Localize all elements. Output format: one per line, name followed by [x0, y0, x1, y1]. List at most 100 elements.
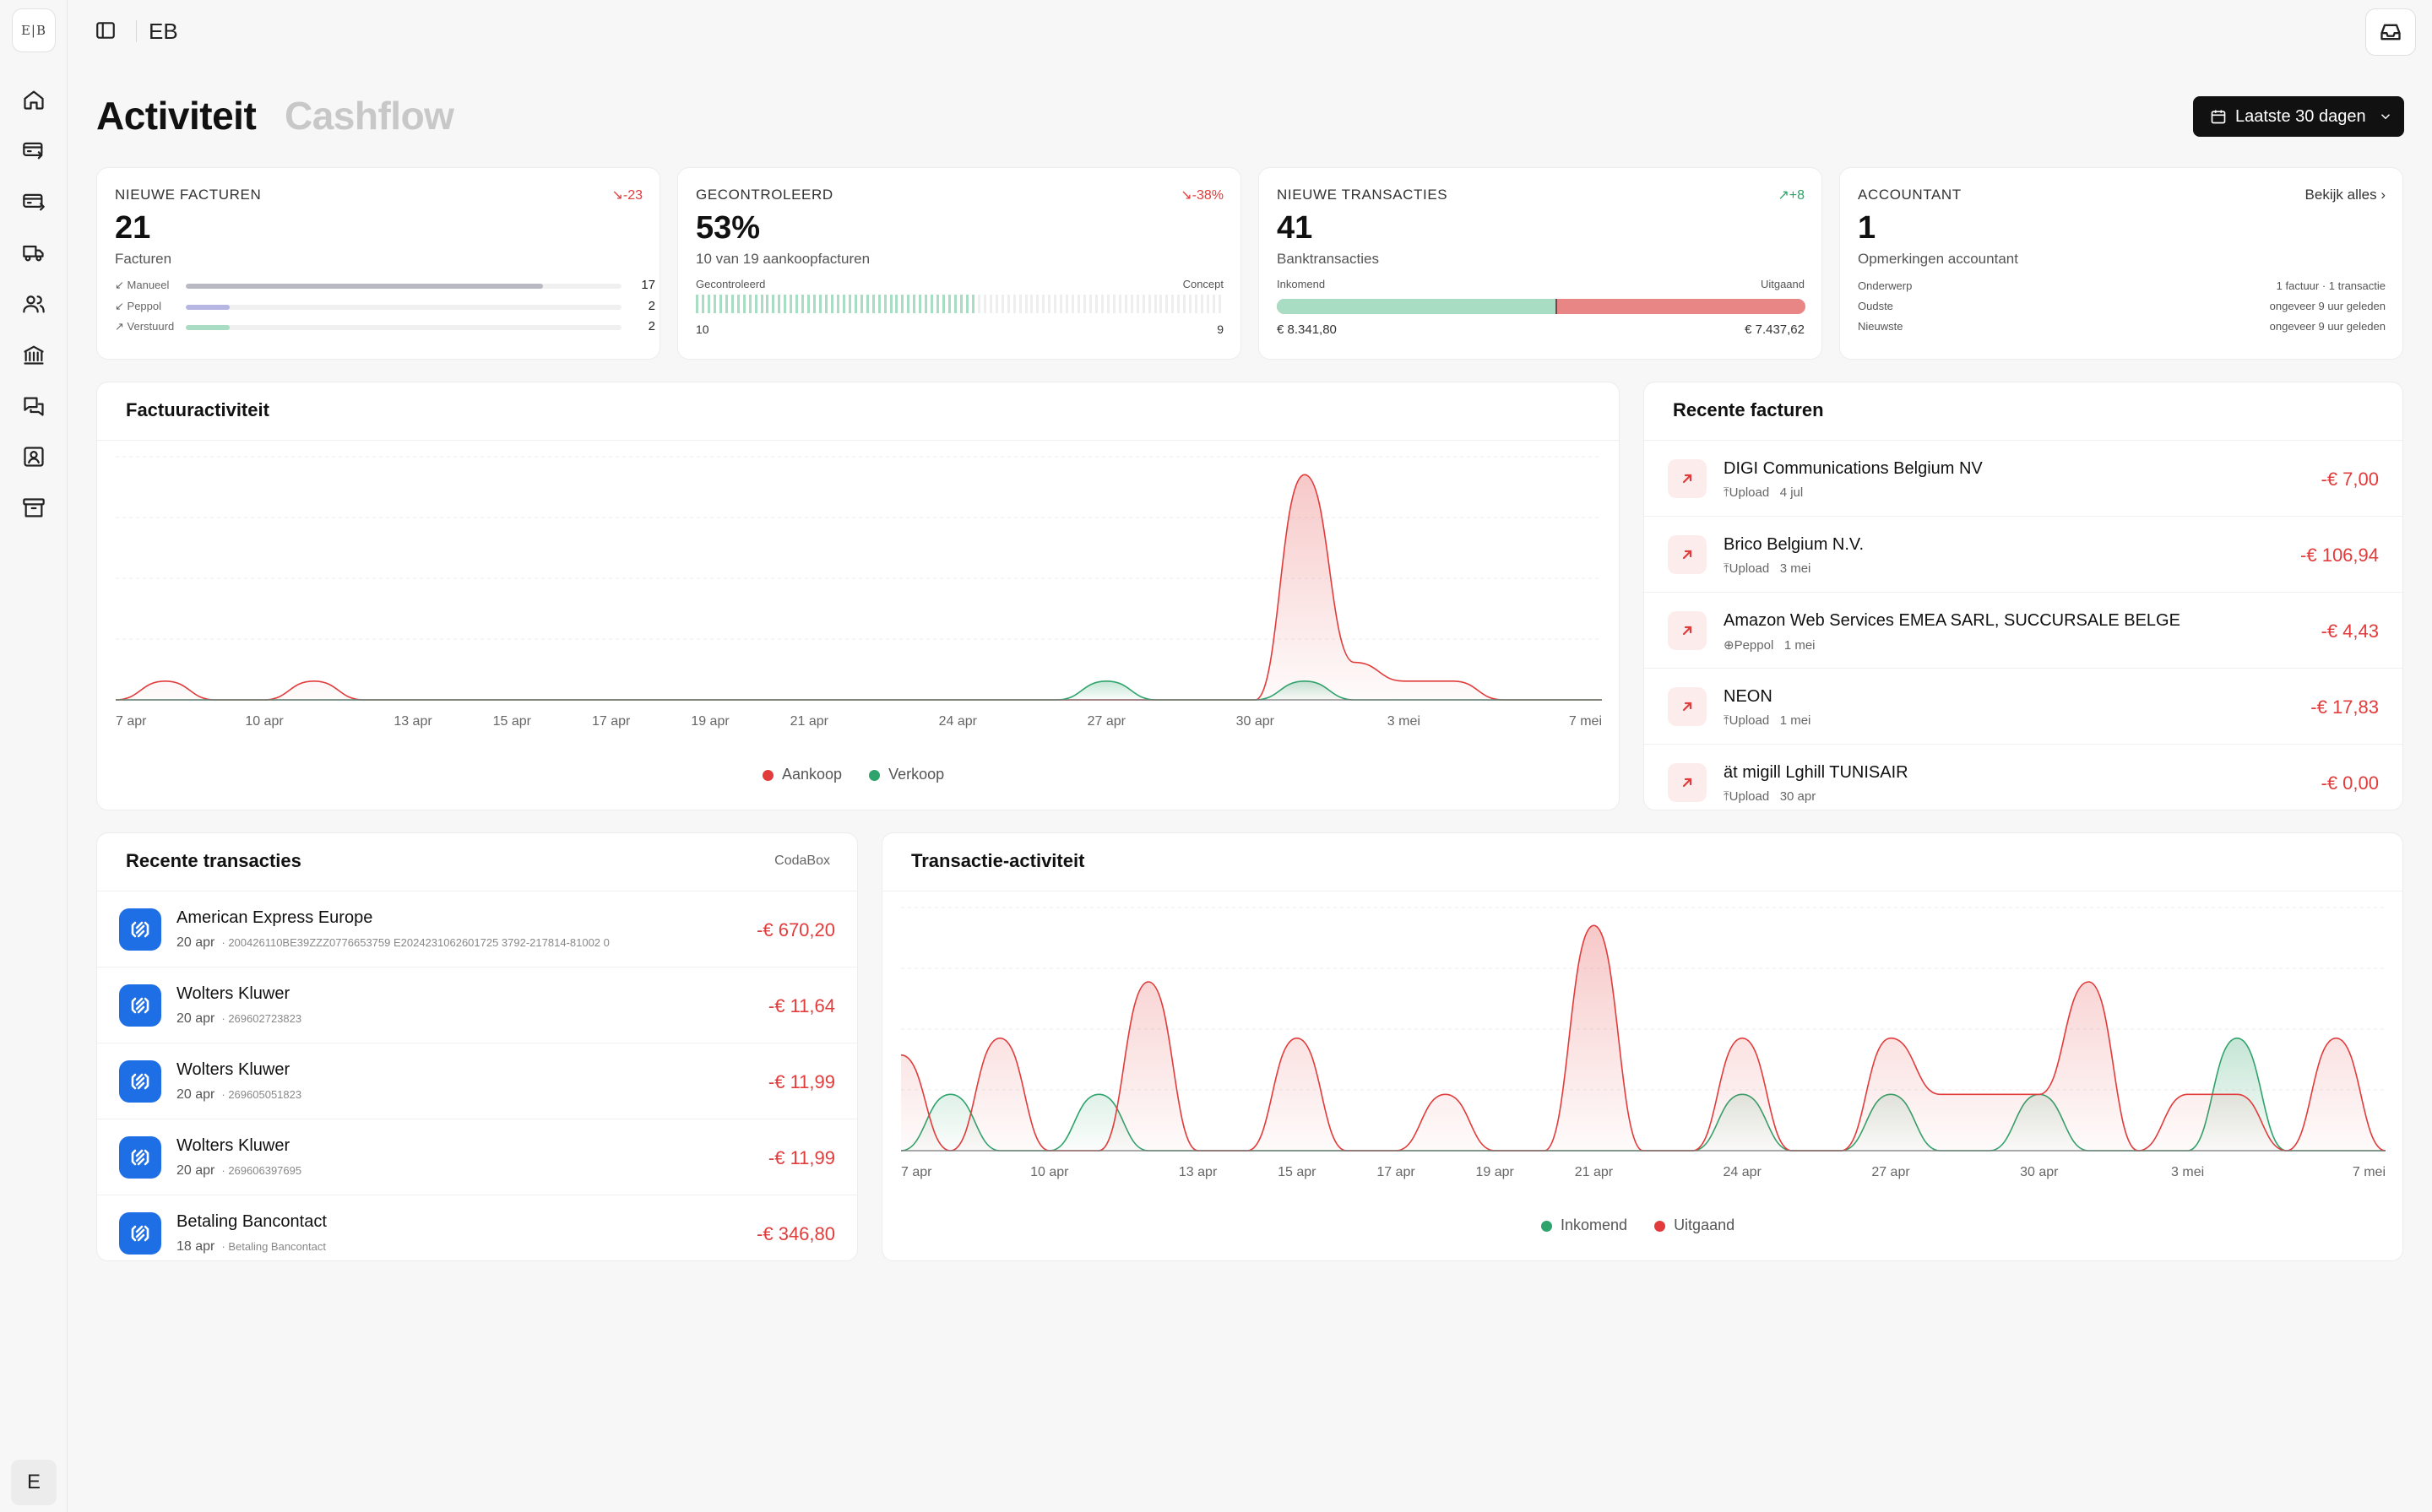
progress-tick — [1112, 295, 1116, 313]
progress-tick — [871, 295, 875, 313]
x-tick-label: 13 apr — [394, 714, 432, 729]
accountant-row-value: ongeveer 9 uur geleden — [2269, 300, 2386, 312]
progress-tick — [948, 295, 952, 313]
inbox-button[interactable] — [2365, 8, 2416, 56]
progress-tick — [983, 295, 986, 313]
progress-tick — [1219, 295, 1222, 313]
invoice-supplier: NEON — [1724, 687, 1772, 706]
legend-item-aankoop[interactable]: Aankoop — [763, 766, 842, 783]
transaction-counterparty: American Express Europe — [176, 908, 373, 927]
organization-name[interactable]: EB — [149, 19, 178, 44]
transaction-activity-title: Transactie-activiteit — [911, 850, 1085, 871]
transaction-activity-chart: 7 apr 10 apr 13 apr 15 apr 17 apr 19 apr 21 ap… — [900, 907, 2386, 1179]
stat-card-accountant[interactable]: ACCOUNTANT Bekijk alles › 1 Opmerkingen … — [1839, 167, 2403, 360]
accountant-row-label: Oudste — [1858, 300, 1893, 312]
invoice-direction-icon — [1668, 611, 1707, 650]
progress-tick — [1054, 295, 1057, 313]
progress-tick — [854, 295, 857, 313]
progress-tick — [1207, 295, 1210, 313]
upload-icon: ⤒ — [1724, 789, 1729, 804]
chat-icon[interactable] — [17, 389, 51, 423]
tab-cashflow[interactable]: Cashflow — [285, 94, 454, 138]
transaction-amount: -€ 11,99 — [768, 1071, 835, 1092]
user-avatar-button[interactable]: E — [11, 1460, 57, 1505]
invoice-row[interactable]: NEON ⤒Upload 1 mei -€ 17,83 — [1644, 668, 2402, 744]
progress-tick — [866, 295, 869, 313]
transaction-reference: 200426110BE39ZZZ0776653759 E202423106260… — [228, 936, 610, 949]
truck-icon[interactable] — [17, 236, 51, 269]
progress-tick — [1042, 295, 1045, 313]
x-tick-label: 7 mei — [2353, 1165, 2386, 1179]
legend-item-verkoop[interactable]: Verkoop — [869, 766, 944, 783]
trend-down-icon: ↘ — [1181, 188, 1192, 203]
transaction-row[interactable]: American Express Europe 20 apr · 200426110… — [97, 891, 857, 967]
x-tick-label: 15 apr — [493, 714, 532, 729]
stat-card-new-invoices[interactable]: NIEUWE FACTUREN ↘-23 21 Facturen ↙ Manue… — [96, 167, 660, 360]
transaction-row[interactable]: Wolters Kluwer 20 apr · 269602723823 -€ 11,… — [97, 967, 857, 1043]
legend-item-inkomend[interactable]: Inkomend — [1541, 1217, 1627, 1234]
series-area-uitgaand — [901, 925, 2386, 1152]
view-all-link[interactable]: Bekijk alles › — [2304, 187, 2386, 203]
legend-item-uitgaand[interactable]: Uitgaand — [1654, 1217, 1734, 1234]
transaction-row[interactable]: Wolters Kluwer 20 apr · 269606397695 -€ 11,… — [97, 1119, 857, 1195]
progress-tick — [719, 295, 722, 313]
in-out-ratio-bar — [1277, 299, 1805, 314]
progress-tick — [1154, 295, 1157, 313]
progress-tick — [1066, 295, 1069, 313]
contact-icon[interactable] — [17, 440, 51, 474]
progress-tick — [742, 295, 746, 313]
transaction-row[interactable]: Betaling Bancontact 18 apr · Betaling Banc… — [97, 1195, 857, 1260]
checked-progress-bar — [696, 295, 1224, 313]
trend-down-icon: ↘ — [611, 188, 623, 203]
invoice-meta: ⤒Upload 1 mei — [1724, 713, 1811, 728]
invoice-row[interactable]: DIGI Communications Belgium NV ⤒Upload 4 … — [1644, 440, 2402, 516]
archive-icon[interactable] — [17, 491, 51, 525]
stat-subtitle: 10 van 19 aankoopfacturen — [696, 251, 871, 267]
invoice-in-icon[interactable] — [17, 133, 51, 167]
stat-card-transactions[interactable]: NIEUWE TRANSACTIES ↗+8 41 Banktransactie… — [1258, 167, 1822, 360]
series-line-aankoop[interactable] — [115, 474, 1602, 701]
date-range-label: Laatste 30 dagen — [2235, 106, 2366, 126]
date-range-button[interactable]: Laatste 30 dagen — [2193, 96, 2404, 137]
bank-logo-icon — [119, 1136, 161, 1179]
calendar-icon — [2211, 110, 2226, 124]
tab-activiteit[interactable]: Activiteit — [96, 94, 257, 138]
x-tick-label: 3 mei — [1387, 714, 1420, 729]
trend-up-icon: ↗ — [1778, 188, 1789, 203]
x-tick-label: 7 apr — [116, 714, 147, 729]
app-logo[interactable]: E|B — [12, 8, 56, 52]
stat-subtitle: Banktransacties — [1277, 251, 1379, 267]
users-icon[interactable] — [17, 287, 51, 321]
progress-tick — [907, 295, 910, 313]
progress-tick — [730, 295, 734, 313]
globe-icon: ⊕ — [1724, 638, 1734, 653]
transaction-reference: 269602723823 — [228, 1012, 302, 1025]
stat-card-checked[interactable]: GECONTROLEERD ↘-38% 53% 10 van 19 aankoo… — [677, 167, 1241, 360]
transaction-counterparty: Wolters Kluwer — [176, 1060, 290, 1079]
progress-tick — [919, 295, 922, 313]
bank-logo-icon — [119, 1060, 161, 1103]
series-line-uitgaand[interactable] — [900, 924, 2386, 1152]
progress-tick — [1018, 295, 1022, 313]
progress-tick — [942, 295, 946, 313]
stat-value: 41 — [1277, 210, 1313, 246]
progress-tick — [1060, 295, 1063, 313]
invoice-row[interactable]: Brico Belgium N.V. ⤒Upload 3 mei -€ 106,94 — [1644, 516, 2402, 592]
invoice-out-icon[interactable] — [17, 185, 51, 219]
progress-tick — [977, 295, 980, 313]
progress-tick — [760, 295, 763, 313]
progress-tick — [842, 295, 845, 313]
bank-icon[interactable] — [17, 338, 51, 371]
checked-count: 10 — [696, 322, 709, 336]
progress-tick — [772, 295, 775, 313]
bank-logo-icon — [119, 984, 161, 1027]
sidebar-toggle-icon[interactable] — [90, 15, 121, 46]
progress-tick — [1048, 295, 1051, 313]
incoming-label: Inkomend — [1277, 278, 1326, 290]
invoice-row[interactable]: ät migill Lghill TUNISAIR ⤒Upload 30 apr -… — [1644, 744, 2402, 810]
home-icon[interactable] — [17, 83, 51, 117]
transaction-row[interactable]: Wolters Kluwer 20 apr · 269605051823 -€ 11,… — [97, 1043, 857, 1119]
invoice-row[interactable]: Amazon Web Services EMEA SARL, SUCCURSAL… — [1644, 592, 2402, 668]
arrow-in-icon: ↙ — [115, 279, 124, 291]
transaction-date: 20 apr · 269606397695 — [176, 1163, 302, 1178]
